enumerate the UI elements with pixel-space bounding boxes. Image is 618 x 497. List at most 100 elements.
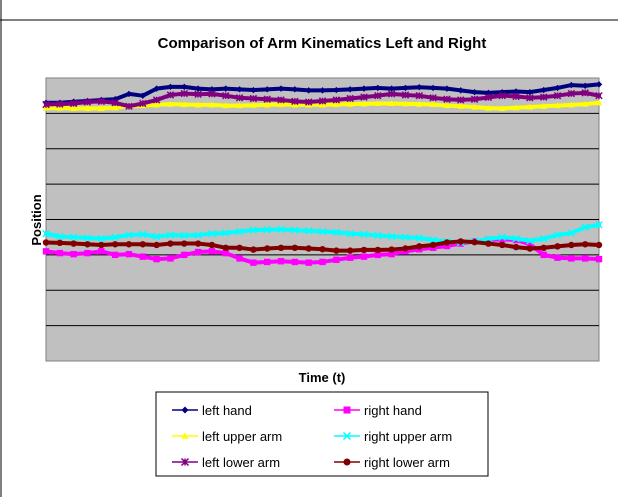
data-point [415, 234, 424, 242]
data-point [69, 99, 78, 108]
data-point [457, 87, 464, 94]
y-axis-label: Position [29, 194, 44, 245]
data-point [56, 100, 64, 108]
data-point [139, 92, 146, 99]
data-point [98, 241, 105, 249]
data-point [98, 105, 105, 111]
data-point [346, 86, 354, 93]
data-point [512, 92, 520, 101]
data-point [250, 86, 257, 94]
legend-item: right hand [334, 403, 422, 418]
legend: left hand right hand left upper arm right u… [172, 403, 452, 470]
data-point [553, 231, 562, 239]
data-point [402, 245, 409, 252]
data-point [84, 249, 91, 257]
data-point [153, 101, 160, 108]
data-point [581, 255, 589, 262]
chart-title: Comparison of Arm Kinematics Left and Ri… [158, 35, 487, 52]
data-point [56, 249, 64, 257]
data-point [264, 101, 271, 108]
data-point [111, 251, 119, 259]
data-point [401, 233, 410, 241]
data-point [526, 245, 534, 252]
data-point [595, 81, 603, 88]
data-point [499, 241, 506, 249]
data-point [42, 104, 50, 111]
data-point [332, 96, 341, 104]
data-point [401, 91, 410, 99]
legend-label: right lower arm [364, 455, 450, 470]
series-layer [42, 81, 603, 266]
data-point [69, 233, 78, 241]
data-point [84, 105, 91, 111]
data-point [264, 86, 271, 93]
legend-marker [180, 457, 190, 467]
data-point [221, 91, 230, 100]
data-point [485, 104, 492, 111]
data-point [194, 101, 202, 108]
data-point [236, 244, 243, 251]
data-point [333, 256, 340, 264]
data-point [499, 236, 506, 243]
data-point [250, 259, 257, 266]
data-point [70, 240, 77, 247]
legend-label: right upper arm [364, 429, 452, 444]
data-point [264, 245, 271, 252]
data-point [153, 85, 160, 92]
data-point [429, 101, 437, 108]
gridlines [46, 112, 599, 327]
data-point [333, 101, 340, 108]
data-point [526, 241, 534, 248]
data-point [499, 105, 506, 111]
legend-box [155, 391, 489, 477]
data-point [181, 240, 188, 247]
data-point [374, 100, 381, 107]
data-point [277, 258, 285, 265]
data-point [581, 100, 589, 107]
data-point [471, 88, 478, 96]
series-left-lower-arm [42, 89, 603, 111]
data-point [263, 95, 271, 103]
data-point [305, 259, 312, 266]
data-point [139, 253, 146, 260]
data-point [319, 258, 326, 266]
data-point [415, 91, 424, 100]
legend-marker [181, 432, 189, 439]
data-point [70, 250, 77, 258]
data-point [236, 86, 243, 93]
data-point [318, 227, 327, 236]
data-point [84, 241, 91, 248]
legend-marker [342, 431, 352, 441]
legend-label: left hand [202, 403, 252, 418]
data-point [595, 255, 603, 263]
data-point [194, 231, 202, 239]
data-point [581, 223, 589, 232]
data-point [125, 231, 133, 239]
data-point [125, 250, 133, 258]
data-point [125, 90, 133, 98]
data-point [235, 94, 244, 102]
data-point [512, 243, 520, 251]
data-point [264, 258, 271, 266]
data-point [346, 247, 354, 254]
data-point [277, 85, 285, 92]
data-point [595, 241, 603, 249]
data-point [402, 84, 409, 92]
data-point [139, 99, 147, 108]
data-point [166, 231, 175, 239]
data-point [443, 239, 451, 246]
data-point [167, 240, 174, 247]
data-point [42, 229, 50, 238]
legend-item: left lower arm [172, 455, 280, 470]
legend-label: right hand [364, 403, 422, 418]
data-point [42, 100, 50, 109]
data-point [429, 94, 437, 102]
data-point [360, 246, 368, 254]
data-point [167, 100, 174, 107]
data-point [360, 253, 368, 260]
data-point [498, 233, 506, 241]
data-point [567, 229, 576, 237]
data-point [291, 97, 299, 106]
data-point [443, 85, 451, 92]
data-point [318, 97, 327, 105]
